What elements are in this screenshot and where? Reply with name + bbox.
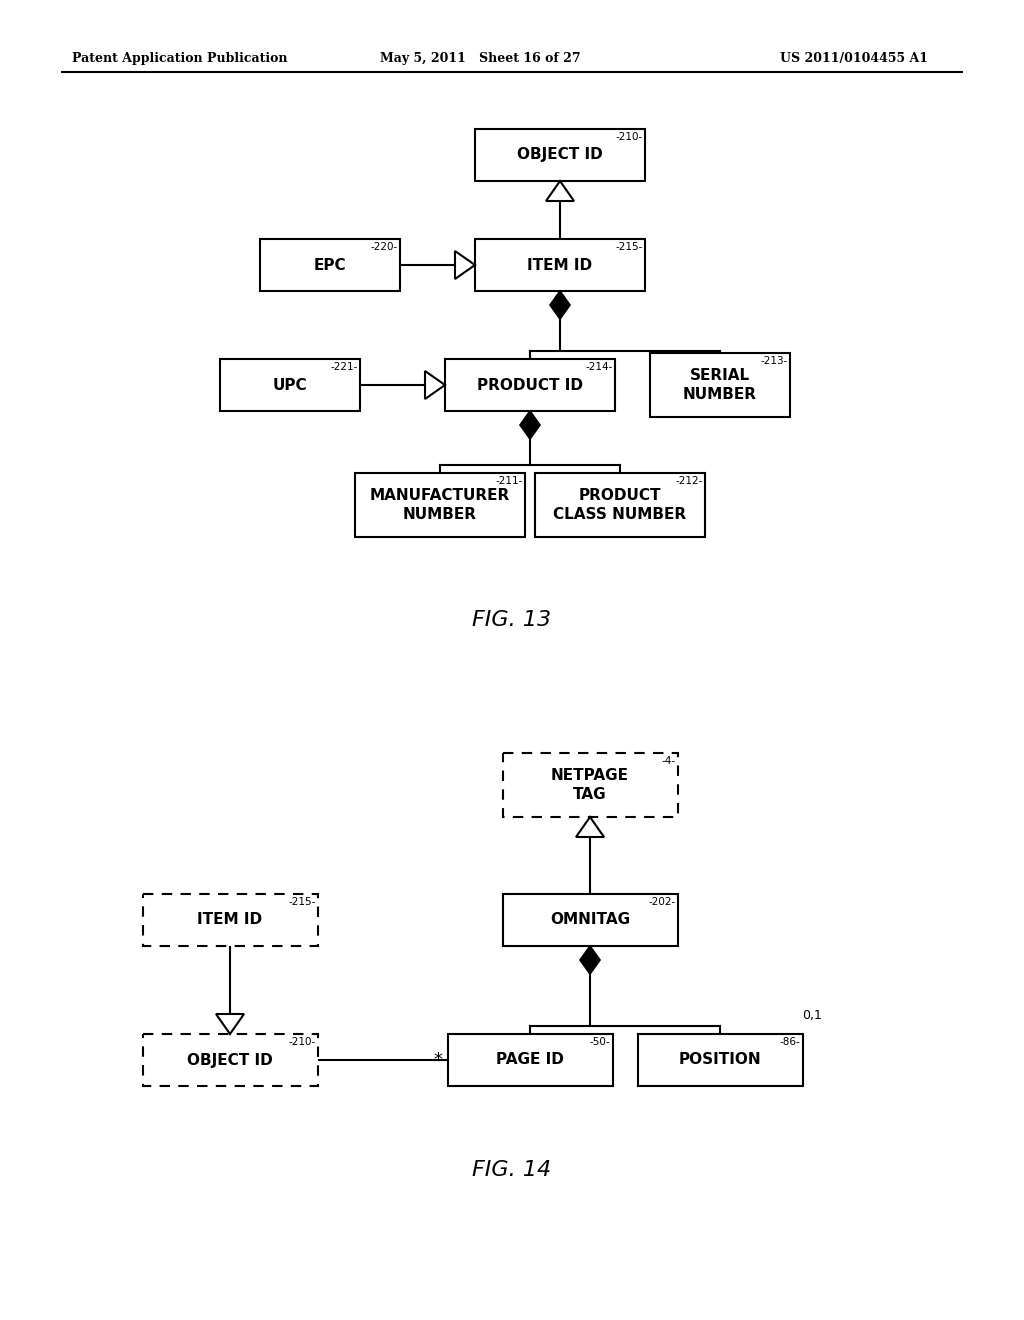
Bar <box>142 1034 317 1086</box>
Polygon shape <box>575 817 604 837</box>
Text: US 2011/0104455 A1: US 2011/0104455 A1 <box>780 51 928 65</box>
Text: -221-: -221- <box>331 362 358 372</box>
Text: Patent Application Publication: Patent Application Publication <box>72 51 288 65</box>
Polygon shape <box>580 946 600 974</box>
Polygon shape <box>216 1014 244 1034</box>
Text: -220-: -220- <box>371 242 398 252</box>
Text: 0,1: 0,1 <box>803 1008 822 1022</box>
Text: SERIAL
NUMBER: SERIAL NUMBER <box>683 368 757 401</box>
Bar <box>638 1034 803 1086</box>
Text: -215-: -215- <box>615 242 643 252</box>
Bar <box>503 752 678 817</box>
Bar <box>650 352 790 417</box>
Text: May 5, 2011   Sheet 16 of 27: May 5, 2011 Sheet 16 of 27 <box>380 51 581 65</box>
Text: -86-: -86- <box>779 1038 801 1047</box>
Text: -212-: -212- <box>676 477 703 486</box>
Text: PRODUCT ID: PRODUCT ID <box>477 378 583 392</box>
Text: OBJECT ID: OBJECT ID <box>517 148 603 162</box>
Polygon shape <box>550 290 570 319</box>
Text: -210-: -210- <box>615 132 643 143</box>
Bar <box>503 894 678 946</box>
Bar <box>445 359 615 411</box>
Text: PRODUCT
CLASS NUMBER: PRODUCT CLASS NUMBER <box>553 488 686 521</box>
Text: ITEM ID: ITEM ID <box>527 257 593 272</box>
Bar <box>475 129 645 181</box>
Text: FIG. 13: FIG. 13 <box>472 610 552 630</box>
Text: OBJECT ID: OBJECT ID <box>187 1052 272 1068</box>
Text: PAGE ID: PAGE ID <box>496 1052 564 1068</box>
Text: -4-: -4- <box>662 756 676 766</box>
Text: FIG. 14: FIG. 14 <box>472 1160 552 1180</box>
Text: -50-: -50- <box>590 1038 610 1047</box>
Text: -211-: -211- <box>496 477 523 486</box>
Bar <box>142 894 317 946</box>
Bar <box>220 359 360 411</box>
Polygon shape <box>425 371 445 399</box>
Polygon shape <box>455 251 475 279</box>
Text: ITEM ID: ITEM ID <box>198 912 262 928</box>
Text: OMNITAG: OMNITAG <box>550 912 630 928</box>
Bar <box>355 473 525 537</box>
Bar <box>535 473 705 537</box>
Text: -202-: -202- <box>648 898 676 907</box>
Bar <box>475 239 645 290</box>
Text: EPC: EPC <box>313 257 346 272</box>
Text: -213-: -213- <box>761 356 788 366</box>
Bar <box>447 1034 612 1086</box>
Polygon shape <box>546 181 574 201</box>
Text: NETPAGE
TAG: NETPAGE TAG <box>551 768 629 801</box>
Polygon shape <box>520 411 540 440</box>
Text: -210-: -210- <box>288 1038 315 1047</box>
Bar <box>260 239 400 290</box>
Text: -214-: -214- <box>586 362 613 372</box>
Text: MANUFACTURER
NUMBER: MANUFACTURER NUMBER <box>370 488 510 521</box>
Text: UPC: UPC <box>272 378 307 392</box>
Text: -215-: -215- <box>288 898 315 907</box>
Text: *: * <box>433 1051 442 1069</box>
Text: POSITION: POSITION <box>679 1052 761 1068</box>
